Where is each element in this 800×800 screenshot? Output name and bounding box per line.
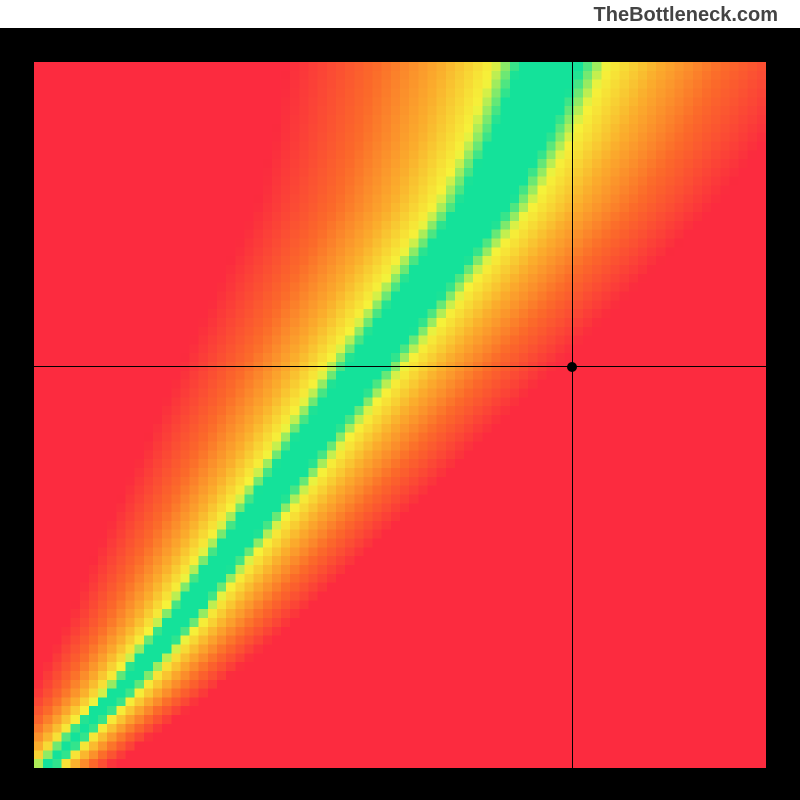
- crosshair-dot: [567, 362, 577, 372]
- crosshair-vertical: [572, 62, 573, 768]
- crosshair-horizontal: [34, 366, 766, 367]
- watermark-text: TheBottleneck.com: [594, 4, 778, 27]
- bottleneck-heatmap: [34, 62, 766, 768]
